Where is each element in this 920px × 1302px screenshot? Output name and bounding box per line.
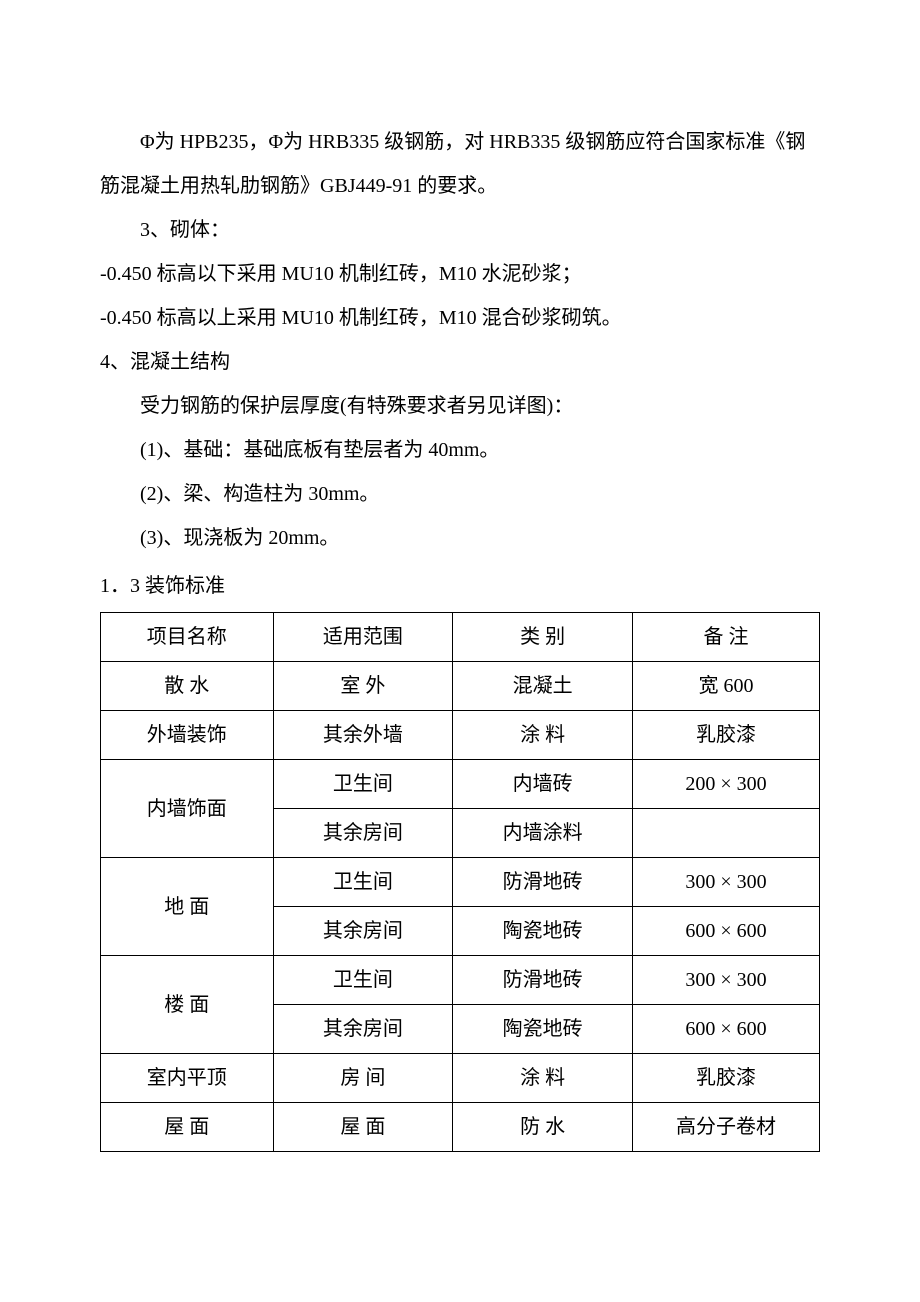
cell-scope: 其余房间	[273, 1005, 453, 1054]
paragraph-foundation: (1)、基础：基础底板有垫层者为 40mm。	[100, 428, 820, 472]
cell-name: 内墙饰面	[101, 760, 274, 858]
cell-remark: 600 × 600	[633, 1005, 820, 1054]
cell-scope: 卫生间	[273, 956, 453, 1005]
table-row: 散 水 室 外 混凝土 宽 600	[101, 662, 820, 711]
table-row: 地 面 卫生间 防滑地砖 300 × 300	[101, 858, 820, 907]
cell-category: 防滑地砖	[453, 956, 633, 1005]
paragraph-masonry-below: -0.450 标高以下采用 MU10 机制红砖，M10 水泥砂浆；	[100, 252, 820, 296]
th-scope: 适用范围	[273, 613, 453, 662]
section-decoration-standard: 1．3 装饰标准	[100, 564, 820, 608]
cell-scope: 其余房间	[273, 809, 453, 858]
cell-remark: 乳胶漆	[633, 1054, 820, 1103]
cell-remark: 200 × 300	[633, 760, 820, 809]
table-row: 楼 面 卫生间 防滑地砖 300 × 300	[101, 956, 820, 1005]
paragraph-cover-thickness: 受力钢筋的保护层厚度(有特殊要求者另见详图)：	[100, 384, 820, 428]
decoration-standard-table: 项目名称 适用范围 类 别 备 注 散 水 室 外 混凝土 宽 600 外墙装饰…	[100, 612, 820, 1152]
cell-remark	[633, 809, 820, 858]
th-category: 类 别	[453, 613, 633, 662]
cell-category: 涂 料	[453, 711, 633, 760]
cell-remark: 乳胶漆	[633, 711, 820, 760]
table-row: 屋 面 屋 面 防 水 高分子卷材	[101, 1103, 820, 1152]
cell-name: 外墙装饰	[101, 711, 274, 760]
cell-scope: 卫生间	[273, 858, 453, 907]
cell-name: 室内平顶	[101, 1054, 274, 1103]
paragraph-masonry-above: -0.450 标高以上采用 MU10 机制红砖，M10 混合砂浆砌筑。	[100, 296, 820, 340]
paragraph-masonry-heading: 3、砌体：	[100, 208, 820, 252]
cell-remark: 600 × 600	[633, 907, 820, 956]
cell-scope: 室 外	[273, 662, 453, 711]
paragraph-slab: (3)、现浇板为 20mm。	[100, 516, 820, 560]
cell-scope: 其余外墙	[273, 711, 453, 760]
cell-category: 内墙砖	[453, 760, 633, 809]
cell-category: 内墙涂料	[453, 809, 633, 858]
cell-category: 陶瓷地砖	[453, 907, 633, 956]
cell-remark: 高分子卷材	[633, 1103, 820, 1152]
table-header-row: 项目名称 适用范围 类 别 备 注	[101, 613, 820, 662]
cell-remark: 300 × 300	[633, 858, 820, 907]
cell-scope: 其余房间	[273, 907, 453, 956]
cell-scope: 房 间	[273, 1054, 453, 1103]
cell-scope: 卫生间	[273, 760, 453, 809]
paragraph-beam: (2)、梁、构造柱为 30mm。	[100, 472, 820, 516]
paragraph-steel-spec: Φ为 HPB235，Φ为 HRB335 级钢筋，对 HRB335 级钢筋应符合国…	[100, 120, 820, 208]
cell-category: 防 水	[453, 1103, 633, 1152]
cell-category: 涂 料	[453, 1054, 633, 1103]
cell-scope: 屋 面	[273, 1103, 453, 1152]
table-row: 室内平顶 房 间 涂 料 乳胶漆	[101, 1054, 820, 1103]
paragraph-concrete-heading: 4、混凝土结构	[100, 340, 820, 384]
cell-name: 楼 面	[101, 956, 274, 1054]
th-project-name: 项目名称	[101, 613, 274, 662]
cell-remark: 宽 600	[633, 662, 820, 711]
cell-name: 散 水	[101, 662, 274, 711]
cell-category: 混凝土	[453, 662, 633, 711]
table-row: 外墙装饰 其余外墙 涂 料 乳胶漆	[101, 711, 820, 760]
cell-name: 屋 面	[101, 1103, 274, 1152]
table-row: 内墙饰面 卫生间 内墙砖 200 × 300	[101, 760, 820, 809]
cell-remark: 300 × 300	[633, 956, 820, 1005]
cell-category: 陶瓷地砖	[453, 1005, 633, 1054]
th-remark: 备 注	[633, 613, 820, 662]
cell-name: 地 面	[101, 858, 274, 956]
cell-category: 防滑地砖	[453, 858, 633, 907]
